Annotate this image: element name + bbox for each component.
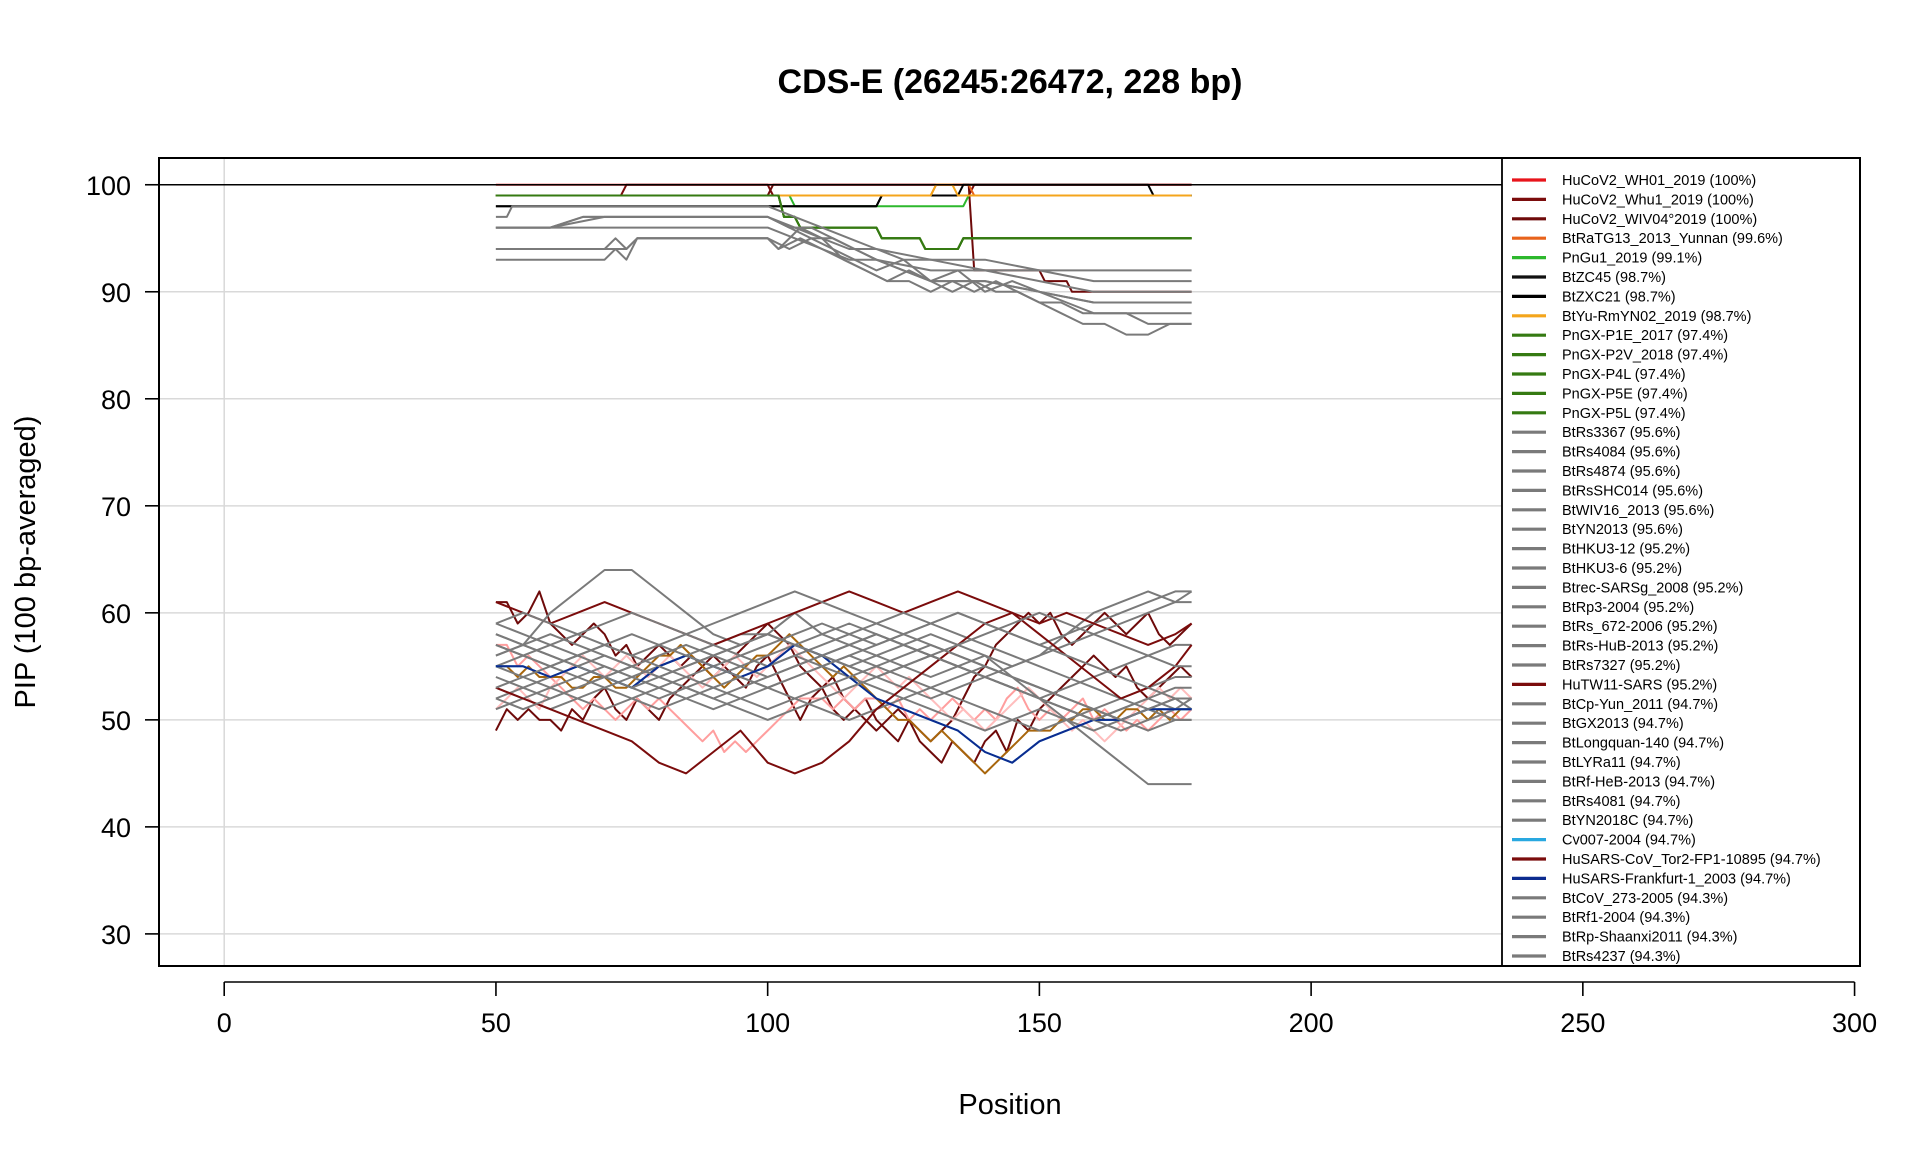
legend-label-10: PnGX-P4L (97.4%) [1562,367,1686,383]
legend-label-37: BtCoV_273-2005 (94.3%) [1562,891,1728,907]
y-tick-label-70: 70 [101,492,131,522]
y-tick-label-80: 80 [101,385,131,415]
legend-label-17: BtWIV16_2013 (95.6%) [1562,503,1714,519]
series-line-20 [495,226,1192,325]
y-tick-label-30: 30 [101,920,131,950]
series-line-4 [495,194,1192,208]
x-tick-label-100: 100 [745,1008,790,1038]
legend-label-6: BtZXC21 (98.7%) [1562,289,1676,305]
legend-label-30: BtLYRa11 (94.7%) [1562,755,1681,771]
grid [159,158,1502,966]
legend-label-4: PnGu1_2019 (99.1%) [1562,251,1702,267]
legend-label-23: BtRs_672-2006 (95.2%) [1562,619,1718,635]
legend-label-29: BtLongquan-140 (94.7%) [1562,736,1724,752]
y-axis-label: PIP (100 bp-averaged) [10,416,42,709]
y-tick-label-60: 60 [101,599,131,629]
legend-label-40: BtRs4237 (94.3%) [1562,949,1680,965]
trace-line-0 [495,654,1193,764]
plot-frame [158,157,1861,967]
legend-label-11: PnGX-P5E (97.4%) [1562,386,1688,402]
series-layer [495,183,1193,786]
legend-label-0: HuCoV2_WH01_2019 (100%) [1562,173,1756,189]
y-tick-label-100: 100 [86,171,131,201]
legend-label-39: BtRp-Shaanxi2011 (94.3%) [1562,930,1737,946]
x-tick-label-200: 200 [1289,1008,1334,1038]
legend-label-22: BtRp3-2004 (95.2%) [1562,600,1694,616]
legend-label-14: BtRs4084 (95.6%) [1562,445,1680,461]
legend-label-3: BtRaTG13_2013_Yunnan (99.6%) [1562,231,1783,247]
legend-label-18: BtYN2013 (95.6%) [1562,522,1683,538]
legend-label-16: BtRsSHC014 (95.6%) [1562,483,1703,499]
series-line-38 [495,654,1192,721]
y-tick-label-90: 90 [101,278,131,308]
legend-label-26: HuTW11-SARS (95.2%) [1562,677,1717,693]
x-tick-label-50: 50 [481,1008,511,1038]
legend-label-34: Cv007-2004 (94.7%) [1562,833,1696,849]
legend-label-19: BtHKU3-12 (95.2%) [1562,542,1690,558]
legend-label-31: BtRf-HeB-2013 (94.7%) [1562,774,1715,790]
x-axis: 0 50 100 150 200 250 300 [217,981,1877,1038]
legend-label-36: HuSARS-Frankfurt-1_2003 (94.7%) [1562,871,1791,887]
y-tick-label-40: 40 [101,813,131,843]
legend-label-33: BtYN2018C (94.7%) [1562,813,1693,829]
legend-label-21: Btrec-SARSg_2008 (95.2%) [1562,580,1743,596]
legend-label-25: BtRs7327 (95.2%) [1562,658,1680,674]
series-line-40 [495,643,1192,721]
legend-label-2: HuCoV2_WIV04°2019 (100%) [1562,212,1757,228]
legend-label-28: BtGX2013 (94.7%) [1562,716,1684,732]
x-tick-label-250: 250 [1560,1008,1605,1038]
legend-label-13: BtRs3367 (95.6%) [1562,425,1680,441]
chart-title: CDS-E (26245:26472, 228 bp) [778,63,1243,101]
series-line-26 [495,590,1193,646]
legend-label-27: BtCp-Yun_2011 (94.7%) [1562,697,1718,713]
legend-label-8: PnGX-P1E_2017 (97.4%) [1562,328,1728,344]
y-tick-label-50: 50 [101,706,131,736]
series-line-15 [495,226,1192,293]
legend-label-1: HuCoV2_Whu1_2019 (100%) [1562,192,1754,208]
x-tick-label-300: 300 [1832,1008,1877,1038]
series-line-39 [495,611,1192,689]
series-line-30 [495,611,1193,711]
legend-label-35: HuSARS-CoV_Tor2-FP1-10895 (94.7%) [1562,852,1821,868]
series-line-37 [495,611,1192,700]
legend-label-24: BtRs-HuB-2013 (95.2%) [1562,639,1718,655]
legend-label-38: BtRf1-2004 (94.3%) [1562,910,1690,926]
y-axis: 30 40 50 60 70 80 90 100 [86,171,159,950]
x-tick-label-150: 150 [1017,1008,1062,1038]
x-axis-label: Position [958,1089,1061,1121]
plot-background [159,158,1502,966]
legend-label-32: BtRs4081 (94.7%) [1562,794,1680,810]
legend: HuCoV2_WH01_2019 (100%) HuCoV2_Whu1_2019 … [1512,173,1821,965]
legend-label-20: BtHKU3-6 (95.2%) [1562,561,1682,577]
legend-label-9: PnGX-P2V_2018 (97.4%) [1562,348,1728,364]
series-line-35 [495,611,1193,775]
legend-label-5: BtZC45 (98.7%) [1562,270,1666,286]
x-tick-label-0: 0 [217,1008,232,1038]
legend-label-7: BtYu-RmYN02_2019 (98.7%) [1562,309,1751,325]
series-line-13 [495,205,1192,272]
series-line-6 [495,183,1192,208]
legend-label-15: BtRs4874 (95.6%) [1562,464,1680,480]
legend-label-12: PnGX-P5L (97.4%) [1562,406,1686,422]
